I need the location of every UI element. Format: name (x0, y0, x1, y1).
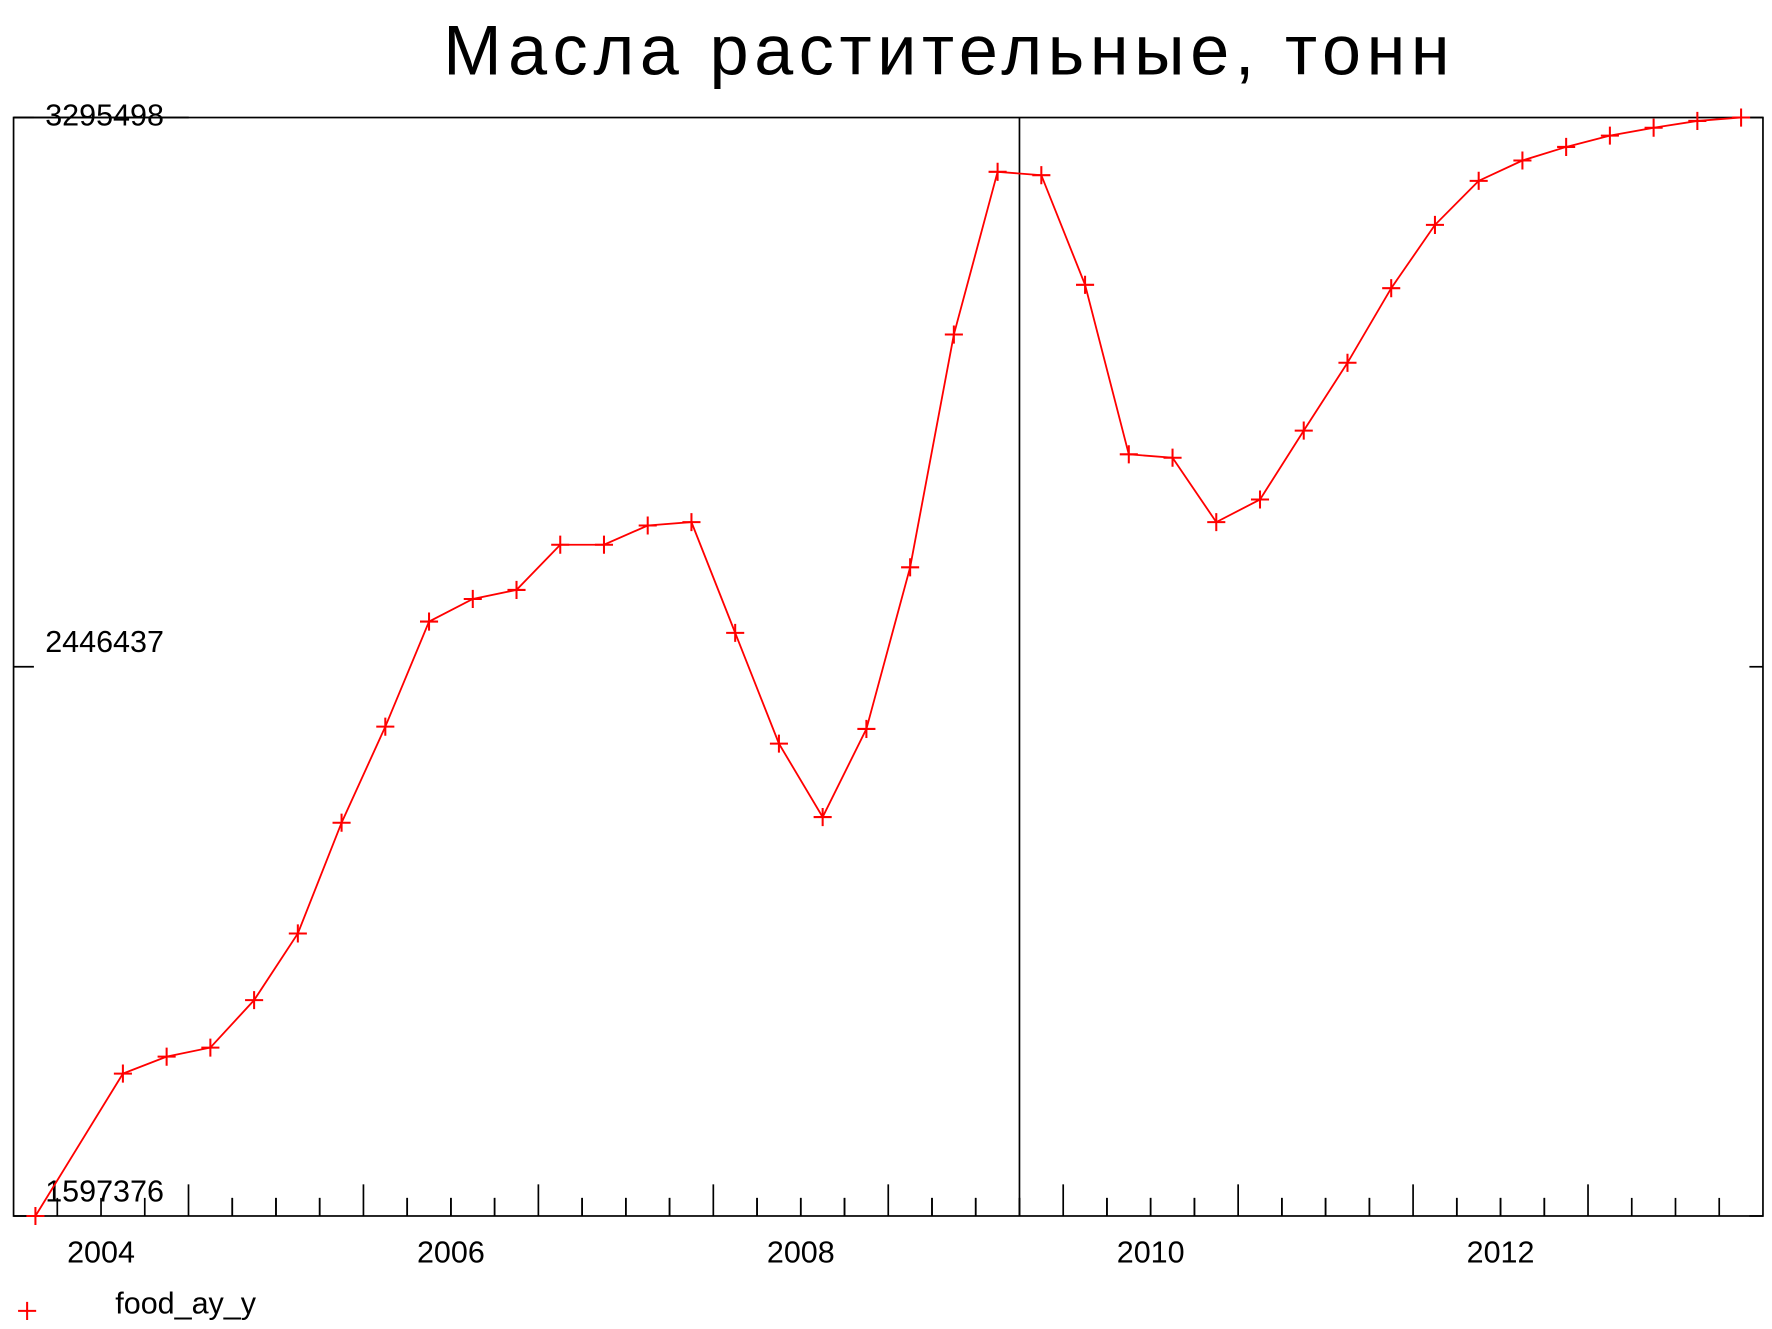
point-marker (1513, 151, 1532, 170)
point-marker (26, 1206, 45, 1226)
point-marker (813, 808, 832, 827)
point-marker (1294, 421, 1313, 440)
point-marker (1032, 166, 1051, 185)
point-marker (1338, 353, 1357, 372)
point-marker (507, 580, 526, 599)
point-marker (638, 516, 657, 535)
legend-marker (18, 1301, 37, 1320)
point-marker (1250, 490, 1270, 509)
y-tick-label: 3295498 (45, 99, 164, 133)
point-marker (1207, 513, 1226, 532)
x-tick-label: 2004 (67, 1235, 135, 1269)
point-marker (901, 558, 920, 577)
point-marker (1688, 111, 1707, 130)
series-line (34, 116, 1742, 1217)
legend-label: food_ay_y (115, 1286, 256, 1320)
point-marker (1732, 108, 1751, 127)
point-marker (1469, 171, 1488, 190)
point-marker (551, 535, 570, 554)
x-tick-label: 2008 (767, 1235, 835, 1269)
chart-title: Масла растительные, тонн (443, 12, 1455, 90)
point-marker (376, 717, 395, 736)
point-marker (1425, 215, 1444, 234)
y-tick-label: 1597376 (45, 1174, 164, 1208)
point-marker (157, 1047, 176, 1066)
plot-frame (12, 116, 1764, 1217)
point-marker (1163, 448, 1182, 467)
point-marker (988, 162, 1007, 181)
point-marker (594, 535, 614, 554)
point-marker (769, 734, 788, 753)
point-marker (463, 589, 482, 609)
point-marker (245, 991, 264, 1010)
point-marker (1382, 279, 1401, 298)
point-marker (857, 719, 876, 738)
point-marker (726, 623, 745, 642)
point-marker (113, 1064, 132, 1083)
y-tick-label: 2446437 (45, 625, 164, 659)
x-tick-label: 2010 (1117, 1235, 1185, 1269)
point-marker (288, 924, 307, 943)
point-marker (201, 1038, 220, 1057)
point-marker (1557, 137, 1576, 156)
point-marker (1076, 275, 1095, 294)
point-marker (1600, 126, 1619, 145)
point-marker (1119, 445, 1138, 464)
point-marker (944, 325, 963, 344)
x-tick-label: 2006 (417, 1235, 485, 1269)
x-tick-label: 2012 (1467, 1235, 1535, 1269)
point-marker (420, 612, 439, 631)
point-marker (1644, 118, 1663, 137)
point-marker (332, 813, 351, 832)
point-marker (682, 513, 701, 532)
